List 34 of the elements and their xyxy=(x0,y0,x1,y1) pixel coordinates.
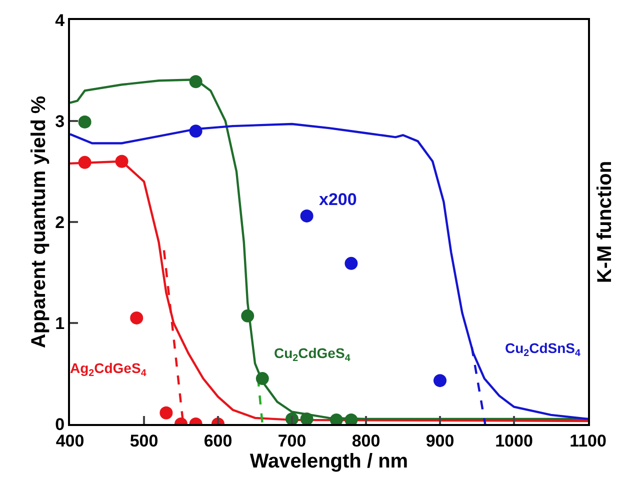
annotation: x200 xyxy=(319,190,357,209)
point xyxy=(78,116,92,129)
x-tick-label: 700 xyxy=(278,431,306,450)
y-tick-label: 3 xyxy=(55,112,65,131)
x-axis-title: Wavelength / nm xyxy=(250,450,408,472)
x-tick-label: 800 xyxy=(352,431,380,450)
point xyxy=(434,374,446,388)
point xyxy=(300,412,314,424)
point xyxy=(286,412,298,424)
point xyxy=(78,156,92,169)
series-label: Cu$_{2}$CdGeS$_{4}$ xyxy=(274,345,351,364)
x-tick-label: 1000 xyxy=(495,431,533,450)
point xyxy=(300,209,314,222)
y-axis-title: Apparent quantum yield % xyxy=(28,96,50,348)
point xyxy=(130,311,144,324)
y-tick-label: 2 xyxy=(55,212,65,232)
text: Ag$_{2}$CdGeS$_{4}$ xyxy=(70,360,147,379)
point xyxy=(256,372,269,386)
x-tick-label: 500 xyxy=(130,431,158,450)
y-tick-label: 4 xyxy=(55,10,66,30)
x-tick-label: 600 xyxy=(204,431,232,450)
point xyxy=(160,406,173,420)
text: Cu$_{2}$CdSnS$_{4}$ xyxy=(505,340,582,359)
y-tick-label: 1 xyxy=(55,314,65,333)
y2-axis-title: K-M function xyxy=(594,160,616,284)
x-tick-label: 900 xyxy=(426,431,454,450)
x-tick-label: 1100 xyxy=(570,431,606,450)
y-tick-label: 0 xyxy=(55,414,65,434)
point xyxy=(241,309,254,322)
x-tick-label: 400 xyxy=(56,431,84,450)
point xyxy=(189,75,202,88)
point xyxy=(344,256,358,270)
point xyxy=(115,154,128,168)
point xyxy=(189,124,202,138)
